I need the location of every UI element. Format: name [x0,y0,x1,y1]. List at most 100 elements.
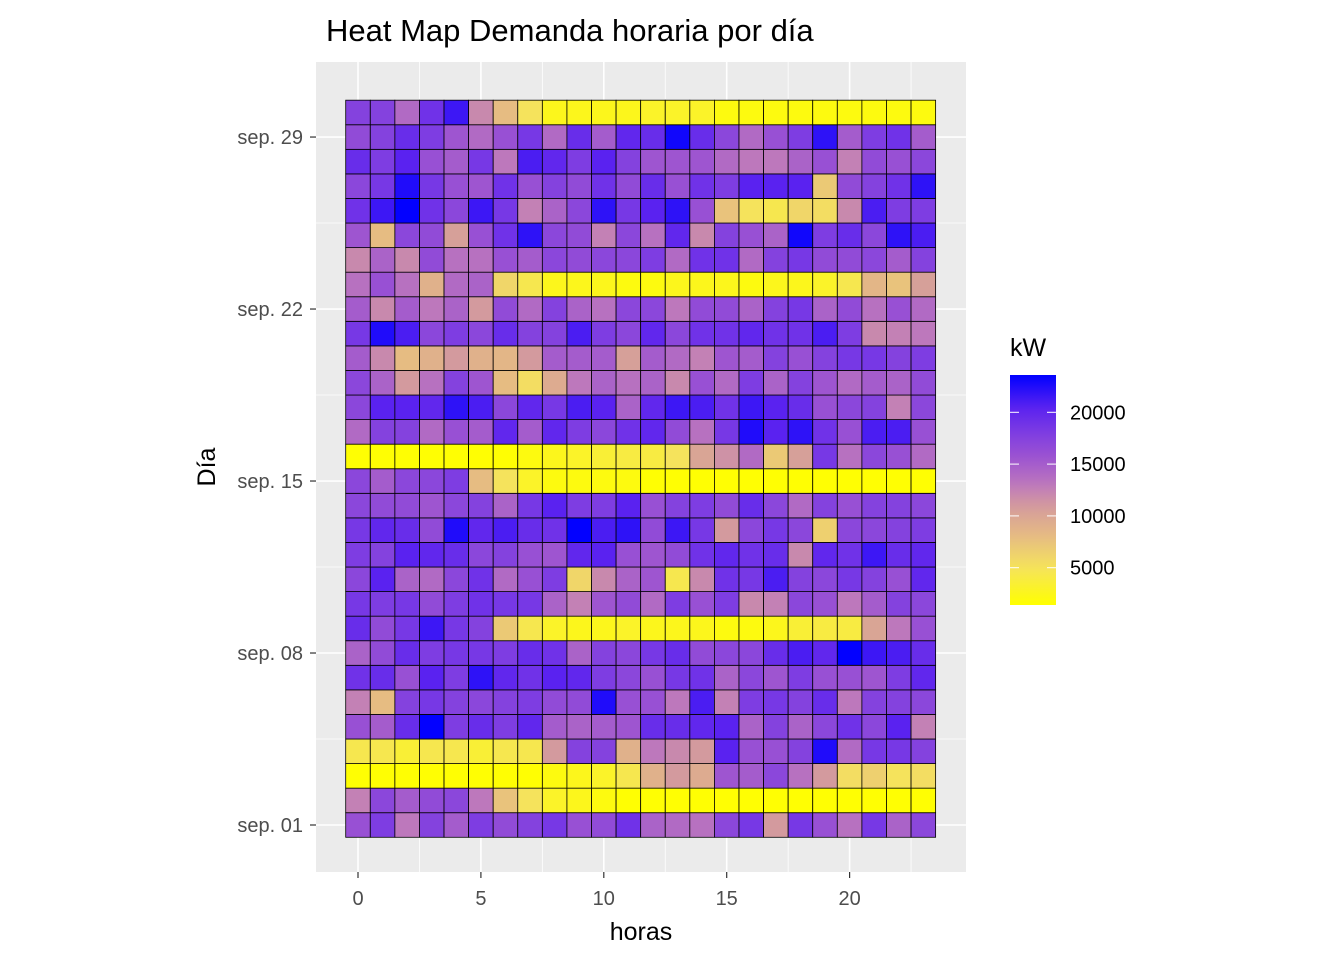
heatmap-tile [345,615,371,642]
x-tick-label: 0 [352,888,363,910]
heatmap-tile [763,370,789,396]
heatmap-tile [615,296,642,322]
heatmap-tile [345,738,371,764]
heatmap-tile [369,640,396,666]
heatmap-tile [591,296,617,322]
heatmap-tile [689,468,715,494]
heatmap-tile [492,124,519,150]
heatmap-tile [443,99,470,126]
heatmap-tile [910,173,937,199]
heatmap-tile [836,222,863,249]
heatmap-tile [443,345,470,371]
heatmap-tile [664,370,691,396]
heatmap-tile [443,591,470,617]
heatmap-tile [468,345,494,371]
heatmap-tile [345,320,371,347]
heatmap-tile [443,664,470,691]
heatmap-tile [886,812,912,838]
heatmap-tile [714,664,740,691]
heatmap-tile [640,271,666,298]
heatmap-tile [886,664,912,691]
heatmap-tile [763,345,789,371]
heatmap-tile [689,689,715,715]
heatmap-tile [689,443,715,470]
heatmap-tile [689,198,715,224]
heatmap-tile [468,787,494,814]
heatmap-tile [910,271,937,298]
heatmap-tile [345,419,371,445]
heatmap-tile [615,763,642,789]
heatmap-tile [836,714,863,740]
heatmap-tile [443,812,470,838]
heatmap-tile [861,468,887,494]
heatmap-tile [517,664,543,691]
heatmap-tile [419,468,445,494]
heatmap-tile [419,664,445,691]
heatmap-tile [492,812,519,838]
heatmap-tile [517,247,543,273]
heatmap-tile [566,320,592,347]
legend-tick-label: 20000 [1070,402,1126,424]
heatmap-tile [369,222,396,249]
heatmap-tile [689,787,715,814]
heatmap-tile [541,271,568,298]
heatmap-tile [861,271,887,298]
heatmap-tile [566,615,592,642]
heatmap-tile [910,787,937,814]
heatmap-tile [566,566,592,592]
heatmap-tile [369,542,396,568]
heatmap-tile [443,787,470,814]
heatmap-tile [664,492,691,519]
heatmap-tile [345,566,371,592]
heatmap-tile [468,714,494,740]
heatmap-tile [443,370,470,396]
heatmap-tile [517,296,543,322]
heatmap-tile [812,738,838,764]
heatmap-tile [787,689,814,715]
heatmap-tile [468,689,494,715]
heatmap-tile [394,664,420,691]
heatmap-tile [738,714,764,740]
heatmap-tile [615,222,642,249]
heatmap-tile [861,492,887,519]
heatmap-tile [345,812,371,838]
heatmap-tile [763,443,789,470]
heatmap-tile [369,271,396,298]
heatmap-tile [369,566,396,592]
heatmap-tile [566,345,592,371]
heatmap-tile [886,394,912,420]
heatmap-tile [787,738,814,764]
heatmap-tile [664,148,691,175]
heatmap-tile [861,763,887,789]
heatmap-tile [640,443,666,470]
heatmap-tile [345,640,371,666]
heatmap-tile [443,173,470,199]
heatmap-tile [345,591,371,617]
heatmap-tile [787,542,814,568]
heatmap-tile [615,468,642,494]
heatmap-tile [738,124,764,150]
heatmap-tile [787,787,814,814]
heatmap-tile [689,738,715,764]
heatmap-tile [369,320,396,347]
heatmap-tile [640,517,666,543]
heatmap-tile [394,419,420,445]
heatmap-tile [345,714,371,740]
heatmap-tile [394,173,420,199]
heatmap-tile [419,198,445,224]
heatmap-tile [369,124,396,150]
heatmap-tile [714,247,740,273]
heatmap-tile [419,542,445,568]
heatmap-tile [861,443,887,470]
heatmap-tile [714,345,740,371]
heatmap-tile [910,198,937,224]
heatmap-tile [812,247,838,273]
heatmap-tile [714,763,740,789]
heatmap-tile [468,517,494,543]
heatmap-tile [910,542,937,568]
heatmap-tile [812,492,838,519]
heatmap-tile [615,542,642,568]
heatmap-tile [517,124,543,150]
heatmap-tile [419,345,445,371]
heatmap-tile [886,517,912,543]
